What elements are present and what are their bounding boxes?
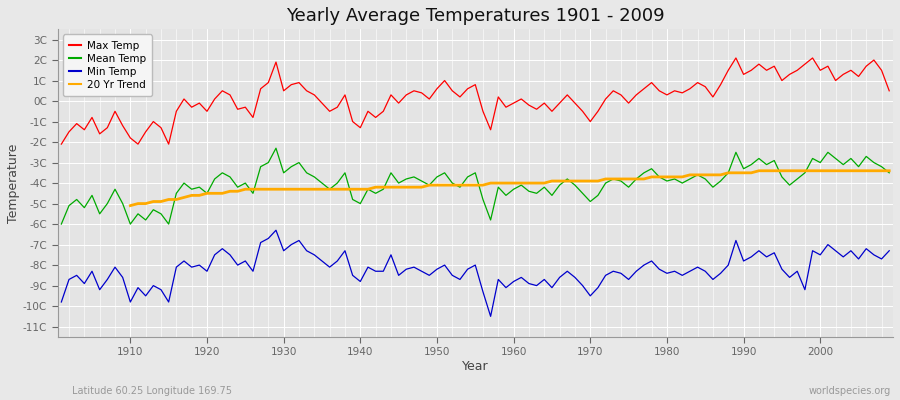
- Legend: Max Temp, Mean Temp, Min Temp, 20 Yr Trend: Max Temp, Mean Temp, Min Temp, 20 Yr Tre…: [63, 34, 152, 96]
- Title: Yearly Average Temperatures 1901 - 2009: Yearly Average Temperatures 1901 - 2009: [286, 7, 664, 25]
- Text: Latitude 60.25 Longitude 169.75: Latitude 60.25 Longitude 169.75: [72, 386, 232, 396]
- X-axis label: Year: Year: [462, 360, 489, 373]
- Text: worldspecies.org: worldspecies.org: [809, 386, 891, 396]
- Y-axis label: Temperature: Temperature: [7, 143, 20, 223]
